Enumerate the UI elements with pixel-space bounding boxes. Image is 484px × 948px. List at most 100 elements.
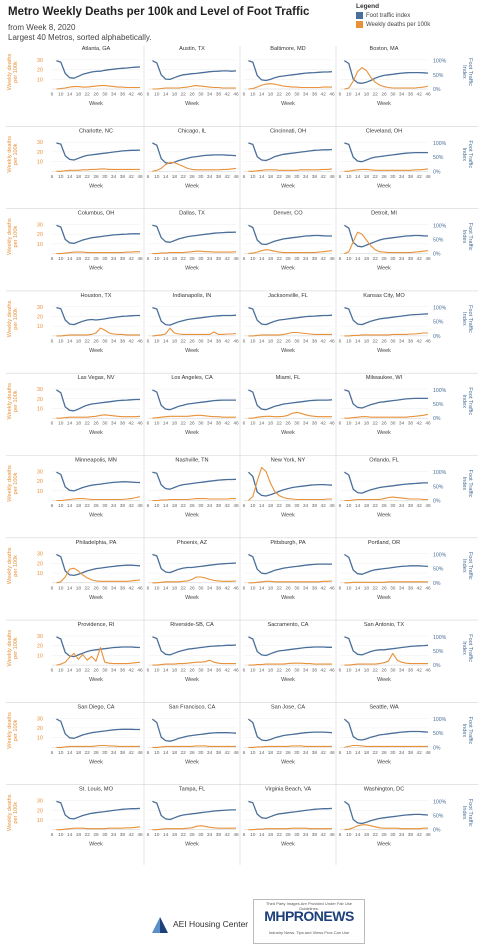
series-line-deaths bbox=[56, 414, 141, 419]
x-tick-label: 14 bbox=[259, 338, 265, 344]
x-tick-label: 10 bbox=[58, 92, 64, 98]
series-line-traffic bbox=[56, 60, 141, 79]
metro-panel: New York, NY 6 10 14 18 22 26 30 34 38 42 46 Week bbox=[243, 458, 335, 519]
x-tick-label: 34 bbox=[207, 256, 213, 262]
right-tick-label: 0% bbox=[433, 334, 441, 340]
metro-panel: Chicago, IL 6 10 14 18 22 26 30 34 38 42 46 Week bbox=[147, 128, 239, 189]
panel-title: Boston, MA bbox=[370, 46, 399, 52]
x-tick-label: 18 bbox=[76, 503, 82, 509]
x-tick-label: 6 bbox=[339, 832, 342, 838]
x-tick-label: 6 bbox=[147, 256, 150, 262]
x-tick-label: 6 bbox=[339, 174, 342, 180]
x-tick-label: 38 bbox=[120, 503, 126, 509]
x-tick-label: 18 bbox=[172, 503, 178, 509]
metro-panel: Las Vegas, NV 6 10 14 18 22 26 30 34 38 42 46 Week bbox=[51, 375, 143, 436]
x-tick-label: 14 bbox=[259, 421, 265, 427]
x-tick-label: 26 bbox=[381, 256, 387, 262]
x-tick-label: 42 bbox=[225, 750, 231, 756]
x-tick-label: 22 bbox=[373, 832, 379, 838]
right-tick-label: 50% bbox=[433, 731, 444, 737]
panel-title: San Francisco, CA bbox=[169, 704, 216, 710]
right-tick-label: 100% bbox=[433, 388, 447, 394]
panel-title: Kansas City, MO bbox=[363, 293, 405, 299]
x-tick-label: 14 bbox=[67, 421, 73, 427]
x-axis-title: Week bbox=[281, 677, 295, 683]
legend-title: Legend bbox=[356, 3, 380, 10]
metro-panel: Detroit, MI 6 10 14 18 22 26 30 34 38 42 46 Week bbox=[339, 211, 431, 272]
x-tick-label: 10 bbox=[346, 174, 352, 180]
x-tick-label: 46 bbox=[233, 832, 239, 838]
x-tick-label: 18 bbox=[268, 256, 274, 262]
series-line-traffic bbox=[344, 224, 429, 248]
x-tick-label: 42 bbox=[321, 750, 327, 756]
x-tick-label: 42 bbox=[417, 92, 423, 98]
x-tick-label: 18 bbox=[364, 668, 370, 674]
x-tick-label: 26 bbox=[189, 832, 195, 838]
x-tick-label: 10 bbox=[250, 585, 256, 591]
x-tick-label: 22 bbox=[85, 750, 91, 756]
x-tick-label: 30 bbox=[390, 585, 396, 591]
x-tick-label: 26 bbox=[189, 668, 195, 674]
x-tick-label: 22 bbox=[181, 92, 187, 98]
x-tick-label: 18 bbox=[268, 750, 274, 756]
x-tick-label: 34 bbox=[399, 750, 405, 756]
series-line-traffic bbox=[248, 142, 333, 162]
x-tick-label: 30 bbox=[198, 668, 204, 674]
x-axis-title: Week bbox=[89, 348, 103, 354]
x-tick-label: 46 bbox=[329, 503, 335, 509]
left-axis-title: Weekly deathsper 100k bbox=[7, 300, 19, 337]
x-axis-title: Week bbox=[185, 759, 199, 765]
y-tick-label: 30 bbox=[37, 305, 43, 311]
x-tick-label: 46 bbox=[329, 585, 335, 591]
x-tick-label: 22 bbox=[85, 421, 91, 427]
x-tick-label: 42 bbox=[321, 92, 327, 98]
x-tick-label: 38 bbox=[408, 668, 414, 674]
left-axis-title: Weekly deathsper 100k bbox=[7, 630, 19, 667]
x-axis-title: Week bbox=[377, 513, 391, 519]
x-axis-title: Week bbox=[281, 513, 295, 519]
x-tick-label: 14 bbox=[67, 503, 73, 509]
series-line-deaths bbox=[152, 327, 237, 337]
x-axis-title: Week bbox=[377, 430, 391, 436]
fair-use-note: Third Party Images Are Provided Under Fa… bbox=[265, 901, 353, 911]
x-tick-label: 14 bbox=[259, 832, 265, 838]
x-tick-label: 30 bbox=[102, 338, 108, 344]
panel-title: Los Angeles, CA bbox=[171, 375, 213, 381]
x-tick-label: 18 bbox=[364, 503, 370, 509]
x-tick-label: 42 bbox=[225, 338, 231, 344]
x-tick-label: 38 bbox=[120, 585, 126, 591]
x-tick-label: 34 bbox=[207, 338, 213, 344]
x-tick-label: 34 bbox=[111, 256, 117, 262]
panel-title: Washington, DC bbox=[364, 787, 405, 793]
x-tick-label: 30 bbox=[294, 750, 300, 756]
right-tick-label: 100% bbox=[433, 635, 447, 641]
panel-title: Cincinnati, OH bbox=[270, 128, 306, 134]
series-line-deaths bbox=[152, 414, 236, 419]
y-tick-label: 10 bbox=[37, 571, 43, 577]
x-axis-title: Week bbox=[89, 183, 103, 189]
x-tick-label: 42 bbox=[321, 585, 327, 591]
x-tick-label: 30 bbox=[198, 832, 204, 838]
x-tick-label: 22 bbox=[373, 174, 379, 180]
panel-title: New York, NY bbox=[271, 458, 306, 464]
y-tick-label: 10 bbox=[37, 736, 43, 742]
legend-item-deaths: Weekly deaths per 100k bbox=[356, 21, 481, 28]
x-tick-label: 14 bbox=[355, 503, 361, 509]
legend-label-traffic: Foot traffic index bbox=[366, 12, 411, 19]
x-tick-label: 14 bbox=[355, 585, 361, 591]
series-line-deaths bbox=[344, 168, 429, 172]
x-tick-label: 10 bbox=[154, 338, 160, 344]
x-tick-label: 10 bbox=[154, 585, 160, 591]
x-tick-label: 10 bbox=[58, 338, 64, 344]
x-tick-label: 30 bbox=[294, 256, 300, 262]
series-line-deaths bbox=[344, 413, 429, 419]
x-tick-label: 30 bbox=[102, 421, 108, 427]
y-tick-label: 20 bbox=[37, 726, 43, 732]
x-axis-title: Week bbox=[89, 513, 103, 519]
metro-panel: Columbus, OH 6 10 14 18 22 26 30 34 38 42 46 Week bbox=[51, 211, 143, 272]
x-tick-label: 6 bbox=[243, 832, 246, 838]
x-tick-label: 22 bbox=[373, 668, 379, 674]
right-tick-label: 50% bbox=[433, 484, 444, 490]
x-tick-label: 6 bbox=[51, 92, 54, 98]
x-tick-label: 38 bbox=[216, 338, 222, 344]
